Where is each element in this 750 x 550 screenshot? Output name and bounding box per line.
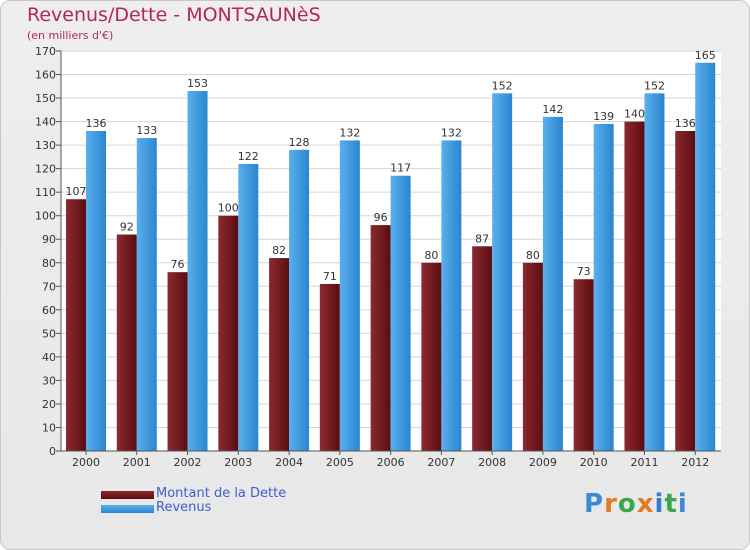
bar-debt xyxy=(624,121,645,452)
bar-revenue xyxy=(441,140,462,452)
x-tick-label: 2010 xyxy=(580,456,608,469)
legend-swatch-revenue xyxy=(101,505,154,513)
value-label-debt: 80 xyxy=(424,249,438,262)
y-tick-label: 170 xyxy=(35,45,56,58)
x-tick-label: 2007 xyxy=(427,456,455,469)
bar-revenue xyxy=(238,163,259,452)
bar-debt xyxy=(370,225,391,451)
y-tick-label: 90 xyxy=(42,233,56,246)
bar-revenue xyxy=(187,91,208,451)
value-label-debt: 100 xyxy=(218,202,239,215)
value-label-revenue: 142 xyxy=(542,103,563,116)
y-tick-label: 100 xyxy=(35,210,56,223)
bar-revenue xyxy=(136,138,157,451)
value-label-debt: 107 xyxy=(66,185,87,198)
value-label-revenue: 152 xyxy=(644,79,665,92)
chart-subtitle: (en milliers d'€) xyxy=(27,29,114,42)
value-label-revenue: 136 xyxy=(86,117,107,130)
bars xyxy=(66,62,716,452)
bar-revenue xyxy=(390,175,411,452)
value-label-debt: 73 xyxy=(577,265,591,278)
y-tick-label: 130 xyxy=(35,139,56,152)
value-label-revenue: 152 xyxy=(492,79,513,92)
value-label-debt: 76 xyxy=(171,258,185,271)
x-tick-label: 2012 xyxy=(681,456,709,469)
bar-revenue xyxy=(542,116,563,451)
bar-debt xyxy=(573,279,594,451)
y-tick-label: 10 xyxy=(42,421,56,434)
y-tick-label: 110 xyxy=(35,186,56,199)
chart-title: Revenus/Dette - MONTSAUNèS xyxy=(27,4,321,26)
value-label-debt: 136 xyxy=(675,117,696,130)
x-tick-label: 2004 xyxy=(275,456,303,469)
legend-label-revenue: Revenus xyxy=(156,500,212,515)
x-tick-label: 2001 xyxy=(123,456,151,469)
value-label-debt: 82 xyxy=(272,244,286,257)
x-tick-label: 2011 xyxy=(630,456,658,469)
x-tick-label: 2008 xyxy=(478,456,506,469)
y-tick-label: 30 xyxy=(42,374,56,387)
y-tick-label: 80 xyxy=(42,257,56,270)
y-tick-label: 70 xyxy=(42,280,56,293)
bar-debt xyxy=(116,234,137,451)
bar-revenue xyxy=(339,140,360,452)
x-tick-label: 2005 xyxy=(326,456,354,469)
x-axis: 2000 2001 2002 2003 2004 2005 2006 2007 2008 2009… xyxy=(61,450,721,469)
y-axis: 0 10 20 30 40 50 60 70 80 90 100 110 120 130 140 150 160… xyxy=(35,45,62,458)
bar-debt xyxy=(269,258,290,451)
value-label-debt: 80 xyxy=(526,249,540,262)
y-tick-label: 20 xyxy=(42,398,56,411)
bar-revenue xyxy=(644,93,665,452)
value-label-revenue: 133 xyxy=(136,124,157,137)
value-label-revenue: 165 xyxy=(695,49,716,62)
bar-debt xyxy=(218,215,239,451)
x-tick-label: 2003 xyxy=(224,456,252,469)
value-label-revenue: 132 xyxy=(441,126,462,139)
value-label-debt: 92 xyxy=(120,221,134,234)
x-tick-label: 2000 xyxy=(72,456,100,469)
value-label-revenue: 153 xyxy=(187,77,208,90)
y-tick-label: 120 xyxy=(35,163,56,176)
x-tick-label: 2009 xyxy=(529,456,557,469)
bar-revenue xyxy=(695,62,716,451)
value-label-revenue: 139 xyxy=(593,110,614,123)
bar-debt xyxy=(66,199,86,451)
y-tick-label: 160 xyxy=(35,69,56,82)
bar-revenue xyxy=(86,131,106,451)
x-tick-label: 2006 xyxy=(377,456,405,469)
bar-debt xyxy=(167,272,188,451)
bar-debt xyxy=(472,246,493,451)
value-label-debt: 140 xyxy=(624,108,645,121)
value-label-revenue: 117 xyxy=(390,162,411,175)
x-tick-label: 2002 xyxy=(174,456,202,469)
y-tick-label: 40 xyxy=(42,351,56,364)
bar-revenue xyxy=(492,93,513,452)
y-tick-label: 150 xyxy=(35,92,56,105)
legend-label-debt: Montant de la Dette xyxy=(156,486,287,501)
y-tick-label: 0 xyxy=(49,445,56,458)
bar-debt xyxy=(675,131,696,451)
value-labels: 107 136 92 133 76 153 100 122 82 128 71 132 96 117 80 1… xyxy=(66,49,716,283)
y-tick-label: 50 xyxy=(42,327,56,340)
bar-debt xyxy=(421,262,442,451)
value-label-debt: 71 xyxy=(323,270,337,283)
legend-swatch-debt xyxy=(101,491,154,499)
bar-revenue xyxy=(593,123,614,452)
bar-revenue xyxy=(289,149,310,451)
bar-debt xyxy=(319,283,340,451)
bar-debt xyxy=(522,262,543,451)
proxiti-logo: Proxiti xyxy=(584,489,688,519)
value-label-revenue: 132 xyxy=(339,126,360,139)
value-label-revenue: 122 xyxy=(238,150,259,163)
value-label-debt: 96 xyxy=(374,211,388,224)
value-label-revenue: 128 xyxy=(289,136,310,149)
value-label-debt: 87 xyxy=(475,232,489,245)
y-tick-label: 140 xyxy=(35,116,56,129)
y-tick-label: 60 xyxy=(42,304,56,317)
